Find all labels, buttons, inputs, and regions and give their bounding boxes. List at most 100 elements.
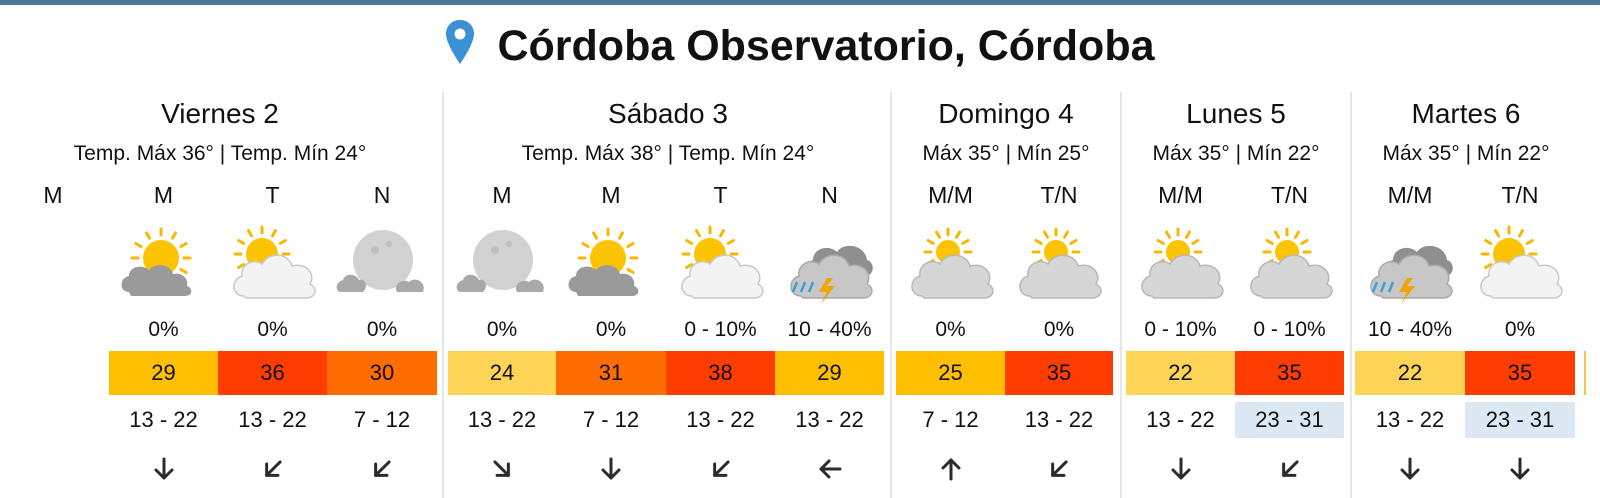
- partly-cloudy-icon: [674, 222, 768, 306]
- thunderstorm-icon: [783, 222, 877, 306]
- period-label: T: [265, 182, 280, 208]
- period-column: T 0% 36 13 - 22: [218, 90, 327, 498]
- down-left-arrow-icon: [369, 456, 395, 482]
- precipitation-probability: 0%: [595, 318, 627, 341]
- day-column: Viernes 2 Temp. Máx 36° | Temp. Mín 24° …: [0, 90, 440, 498]
- location-header: Córdoba Observatorio, Córdoba: [0, 14, 1600, 78]
- location-title: Córdoba Observatorio, Córdoba: [497, 21, 1155, 70]
- up-arrow-icon: [938, 456, 964, 482]
- period-label: M: [153, 182, 174, 208]
- top-accent-bar: [0, 0, 1600, 5]
- day-temperature-range: Temp. Máx 38° | Temp. Mín 24°: [521, 142, 815, 165]
- wind-speed: 7 - 12: [922, 407, 979, 432]
- wind-speed: 7 - 12: [582, 407, 640, 432]
- thunderstorm-icon: [1363, 222, 1457, 306]
- precipitation-probability: 0%: [486, 318, 518, 341]
- day-divider: [1350, 92, 1352, 498]
- cloudy-sun-icon: [1012, 222, 1106, 306]
- period-label: M: [601, 182, 621, 208]
- day-name: Domingo 4: [938, 98, 1074, 129]
- precipitation-probability: 0 - 10%: [1253, 318, 1326, 341]
- period-label: M: [492, 182, 512, 208]
- down-left-arrow-icon: [260, 456, 286, 482]
- period-label: M/M: [1387, 182, 1433, 208]
- period-label: T/N: [1270, 182, 1309, 208]
- temperature-cell: 24: [448, 351, 556, 395]
- day-name: Viernes 2: [161, 98, 279, 129]
- precipitation-probability: 0%: [935, 318, 966, 341]
- location-pin-icon: [446, 20, 475, 64]
- down-right-arrow-icon: [489, 456, 515, 482]
- period-column: T/N 0% 35 13 - 22: [1005, 90, 1113, 498]
- period-label: M: [43, 182, 63, 208]
- wind-speed: 13 - 22: [686, 407, 755, 432]
- wind-speed: 7 - 12: [353, 407, 411, 432]
- period-column: T 0 - 10% 38 13 - 22: [666, 90, 775, 498]
- day-temperature-range: Máx 35° | Mín 25°: [922, 142, 1090, 165]
- period-label: M/M: [928, 182, 973, 208]
- temperature-cell: 25: [896, 351, 1005, 395]
- period-label: T/N: [1501, 182, 1539, 208]
- precipitation-probability: 0%: [366, 318, 398, 341]
- temperature-cell: 36: [218, 351, 327, 395]
- precipitation-probability: 0%: [257, 318, 288, 341]
- day-divider: [890, 92, 892, 498]
- precipitation-probability: 0 - 10%: [1144, 318, 1217, 341]
- period-label: N: [373, 182, 391, 208]
- precipitation-probability: 0 - 10%: [684, 318, 757, 341]
- day-name: Martes 6: [1411, 98, 1521, 129]
- period-label: N: [821, 182, 838, 208]
- cloudy-sun-icon: [904, 222, 998, 306]
- down-left-arrow-icon: [1277, 456, 1303, 482]
- day-column: Martes 6 Máx 35° | Mín 22° M/M 10 - 40% …: [1355, 90, 1577, 498]
- precipitation-probability: 10 - 40%: [1367, 318, 1453, 341]
- period-label: T: [713, 182, 728, 208]
- down-arrow-icon: [1397, 456, 1423, 482]
- period-column: N 10 - 40% 29 13 - 22: [775, 90, 884, 498]
- period-column: M/M 0 - 10% 22 13 - 22: [1126, 90, 1235, 498]
- wind-speed: 13 - 22: [238, 407, 307, 432]
- temperature-cell: 35: [1235, 351, 1344, 395]
- down-arrow-icon: [151, 456, 177, 482]
- wind-speed: 13 - 22: [1024, 407, 1094, 432]
- down-arrow-icon: [1507, 456, 1533, 482]
- temperature-cell: 30: [327, 351, 437, 395]
- precipitation-probability: 0%: [1504, 318, 1536, 341]
- partly-cloudy-icon: [226, 222, 320, 306]
- temperature-cell: 29: [109, 351, 218, 395]
- temperature-cell: 31: [556, 351, 666, 395]
- period-column: N 0% 30 7 - 12: [327, 90, 437, 498]
- wind-speed: 23 - 31: [1465, 402, 1575, 438]
- moon-cloud-icon: [455, 222, 549, 306]
- day-divider: [442, 92, 444, 498]
- day-name: Lunes 5: [1186, 98, 1286, 129]
- next-day-edge: [1584, 351, 1586, 395]
- day-temperature-range: Temp. Máx 36° | Temp. Mín 24°: [73, 142, 367, 165]
- down-arrow-icon: [1168, 456, 1194, 482]
- wind-speed: 13 - 22: [1146, 407, 1215, 432]
- period-column: M 0% 31 7 - 12: [556, 90, 666, 498]
- wind-speed: 13 - 22: [467, 407, 537, 432]
- partly-cloudy-icon: [1473, 222, 1567, 306]
- day-temperature-range: Máx 35° | Mín 22°: [1152, 142, 1320, 165]
- day-name: Sábado 3: [608, 98, 728, 129]
- wind-speed: 13 - 22: [1375, 407, 1445, 432]
- period-column: M/M 0% 25 7 - 12: [896, 90, 1005, 498]
- sun-cloud-icon: [564, 222, 658, 306]
- down-arrow-icon: [598, 456, 624, 482]
- wind-speed: 13 - 22: [795, 407, 864, 432]
- day-column: Domingo 4 Máx 35° | Mín 25° M/M 0% 25 7 …: [896, 90, 1116, 498]
- temperature-cell: 35: [1005, 351, 1113, 395]
- period-column: M: [0, 90, 106, 498]
- period-column: T/N 0 - 10% 35 23 - 31: [1235, 90, 1344, 498]
- temperature-cell: 38: [666, 351, 775, 395]
- precipitation-probability: 10 - 40%: [787, 318, 872, 341]
- temperature-cell: 22: [1355, 351, 1465, 395]
- precipitation-probability: 0%: [1043, 318, 1075, 341]
- temperature-cell: 35: [1465, 351, 1575, 395]
- wind-speed: 23 - 31: [1235, 402, 1344, 438]
- period-label: T/N: [1040, 182, 1078, 208]
- period-column: T/N 0% 35 23 - 31: [1465, 90, 1575, 498]
- down-left-arrow-icon: [708, 456, 734, 482]
- day-divider: [1120, 92, 1122, 498]
